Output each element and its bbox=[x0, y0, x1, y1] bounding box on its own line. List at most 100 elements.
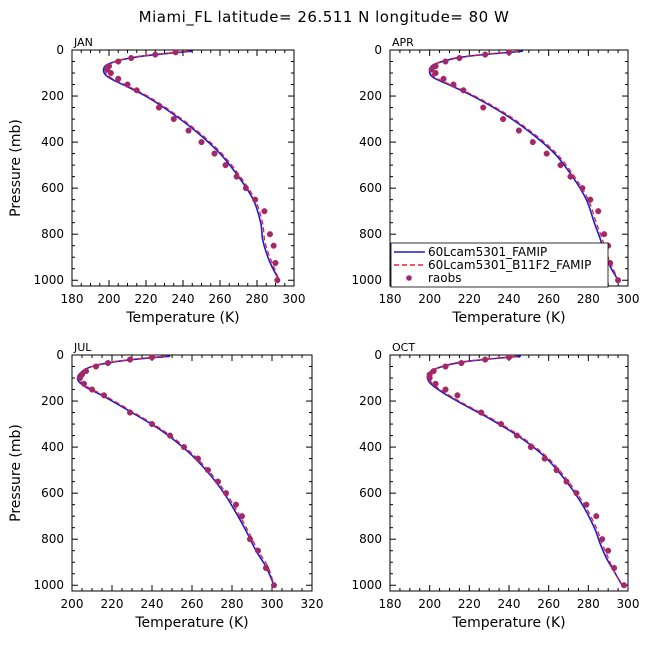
y-tick-label: 0 bbox=[374, 43, 382, 57]
raobs-point bbox=[274, 277, 281, 284]
raobs-point bbox=[211, 150, 218, 157]
raobs-point bbox=[128, 55, 135, 62]
raobs-point bbox=[599, 536, 606, 543]
raobs-point bbox=[133, 87, 140, 94]
raobs-point bbox=[442, 58, 449, 65]
x-tick-label: 320 bbox=[301, 597, 324, 611]
x-axis-label: Temperature (K) bbox=[451, 615, 565, 631]
series-line-b11f2 bbox=[104, 50, 280, 281]
raobs-point bbox=[440, 75, 447, 82]
raobs-point bbox=[252, 196, 259, 203]
raobs-point bbox=[88, 386, 96, 393]
x-axis-label: Temperature (K) bbox=[134, 615, 248, 631]
raobs-point bbox=[601, 231, 608, 238]
raobs-point bbox=[505, 49, 513, 56]
y-tick-label: 800 bbox=[41, 227, 64, 241]
raobs-point bbox=[232, 501, 240, 508]
raobs-point bbox=[615, 277, 622, 284]
raobs-point bbox=[442, 386, 449, 393]
panel-oct: 180 200 220 240 260 280 300 0 200 400 600 800 1000 OC… bbox=[351, 341, 639, 631]
panel-jan: 180 200 220 240 260 280 300 0 200 400 600 800 1000 JA… bbox=[8, 36, 305, 326]
x-tick-label: 240 bbox=[498, 292, 521, 306]
panels-group: 180 200 220 240 260 280 300 0 200 400 600 800 1000 JA… bbox=[8, 36, 639, 631]
y-tick-label: 600 bbox=[41, 181, 64, 195]
legend-label: 60Lcam5301_B11F2_FAMIP bbox=[428, 258, 591, 272]
legend-label: raobs bbox=[428, 271, 462, 285]
x-tick-label: 240 bbox=[498, 597, 521, 611]
raobs-point bbox=[126, 356, 134, 363]
raobs-point bbox=[262, 564, 270, 572]
raobs-point bbox=[115, 75, 122, 82]
x-tick-label: 200 bbox=[418, 597, 441, 611]
raobs-point bbox=[242, 185, 249, 192]
x-tick-label: 280 bbox=[577, 597, 600, 611]
raobs-point bbox=[454, 392, 461, 399]
raobs-point bbox=[238, 513, 246, 520]
raobs-point bbox=[222, 162, 229, 169]
plot-frame bbox=[71, 49, 295, 287]
raobs-point bbox=[428, 66, 435, 73]
raobs-point bbox=[529, 139, 536, 146]
raobs-point bbox=[246, 536, 254, 543]
raobs-point bbox=[611, 564, 618, 572]
x-tick-label: 220 bbox=[101, 597, 124, 611]
y-tick-label: 0 bbox=[374, 348, 382, 362]
figure-title: Miami_FL latitude= 26.511 N longitude= 8… bbox=[139, 8, 510, 27]
panel-label: JAN bbox=[73, 36, 93, 49]
raobs-point bbox=[222, 490, 230, 497]
raobs-point bbox=[595, 208, 602, 215]
x-tick-label: 260 bbox=[209, 292, 232, 306]
x-tick-label: 300 bbox=[283, 292, 306, 306]
raobs-point bbox=[563, 478, 570, 485]
raobs-point bbox=[432, 380, 439, 387]
y-tick-label: 1000 bbox=[33, 578, 64, 592]
raobs-point bbox=[573, 490, 580, 497]
raobs-point bbox=[214, 478, 222, 485]
raobs-point bbox=[148, 354, 156, 361]
raobs-point bbox=[166, 432, 174, 439]
x-axis-label: Temperature (K) bbox=[451, 310, 565, 326]
raobs-point bbox=[92, 363, 100, 370]
plot-frame bbox=[389, 354, 629, 592]
raobs-point bbox=[185, 127, 192, 134]
raobs-point bbox=[170, 116, 177, 123]
y-tick-label: 600 bbox=[359, 486, 382, 500]
raobs-point bbox=[605, 547, 612, 554]
x-tick-label: 280 bbox=[246, 292, 269, 306]
y-tick-label: 1000 bbox=[33, 273, 64, 287]
raobs-point bbox=[500, 116, 507, 123]
raobs-point bbox=[515, 127, 522, 134]
x-axis-label: Temperature (K) bbox=[125, 310, 239, 326]
raobs-point bbox=[82, 368, 90, 375]
panel-label: JUL bbox=[73, 341, 92, 354]
y-tick-label: 600 bbox=[41, 486, 64, 500]
raobs-point bbox=[124, 81, 131, 88]
raobs-point bbox=[430, 368, 437, 375]
x-tick-label: 180 bbox=[379, 597, 402, 611]
raobs-point bbox=[513, 432, 520, 439]
y-axis-label: Pressure (mb) bbox=[8, 424, 24, 522]
y-tick-label: 200 bbox=[41, 394, 64, 408]
raobs-point bbox=[76, 374, 84, 382]
x-tick-label: 280 bbox=[221, 597, 244, 611]
y-tick-label: 200 bbox=[359, 89, 382, 103]
raobs-point bbox=[579, 185, 586, 192]
y-tick-label: 400 bbox=[41, 135, 64, 149]
raobs-point bbox=[505, 354, 513, 361]
raobs-point bbox=[180, 444, 188, 451]
y-tick-label: 600 bbox=[359, 181, 382, 195]
panel-label: APR bbox=[392, 36, 414, 49]
raobs-point bbox=[557, 162, 564, 169]
y-axis-label: Pressure (mb) bbox=[8, 119, 24, 217]
raobs-point bbox=[432, 63, 439, 70]
legend-box bbox=[390, 242, 609, 288]
x-tick-label: 260 bbox=[537, 597, 560, 611]
raobs-point bbox=[126, 409, 134, 416]
raobs-point bbox=[104, 360, 112, 367]
raobs-point bbox=[204, 467, 212, 474]
raobs-point bbox=[272, 259, 279, 267]
raobs-point bbox=[172, 49, 179, 56]
y-tick-label: 1000 bbox=[351, 273, 382, 287]
raobs-point bbox=[527, 444, 534, 451]
